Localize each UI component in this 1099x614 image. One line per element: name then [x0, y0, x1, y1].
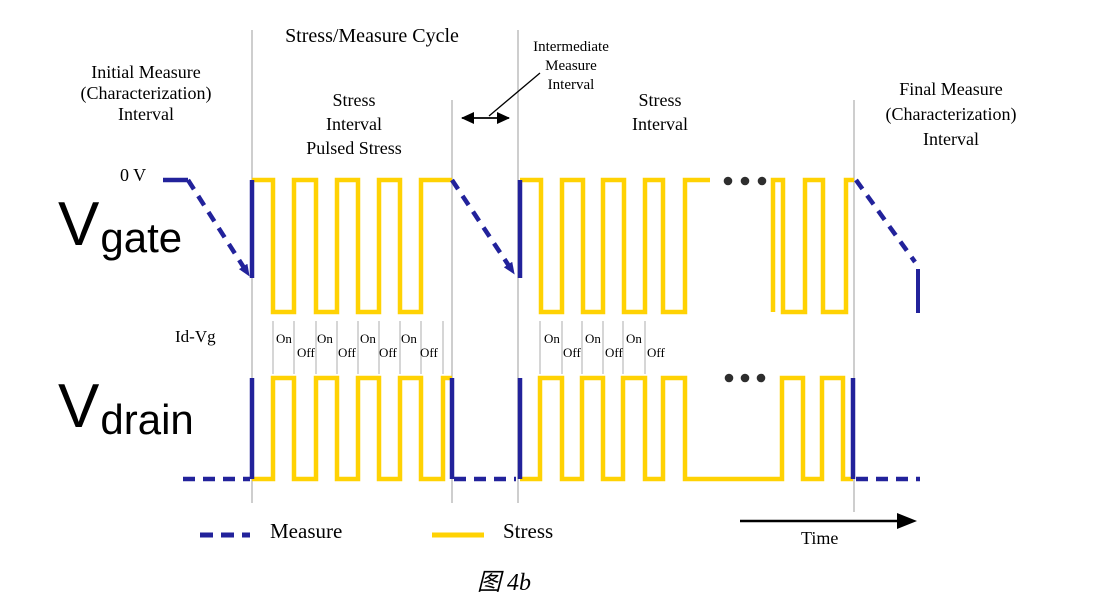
- intermediate-measure-line2: Measure: [545, 58, 597, 74]
- intermediate-measure-heading: Intermediate Measure Interval: [513, 38, 629, 95]
- on-label: On: [585, 331, 601, 346]
- intermediate-measure-arrow: [461, 72, 541, 124]
- initial-measure-heading: Initial Measure (Characterization) Inter…: [46, 62, 246, 125]
- legend-measure-label: Measure: [270, 519, 343, 543]
- initial-measure-line2: (Characterization): [80, 83, 212, 103]
- on-label: On: [544, 331, 560, 346]
- initial-measure-line1: Initial Measure: [91, 62, 201, 82]
- off-label: Off: [605, 345, 623, 360]
- on-label: On: [360, 331, 376, 346]
- vdrain-label: Vdrain: [58, 376, 194, 444]
- vdrain-label-sub: drain: [100, 396, 194, 443]
- vgate-waveform: [163, 176, 920, 315]
- stress-interval-1-line1: Stress: [332, 90, 376, 110]
- intermediate-measure-line3: Interval: [547, 77, 595, 93]
- cycle-title: Stress/Measure Cycle: [285, 25, 459, 47]
- figure-caption: 图 4b: [477, 570, 531, 596]
- intermediate-measure-line1: Intermediate: [533, 39, 609, 55]
- legend-stress-label: Stress: [503, 519, 554, 543]
- off-label: Off: [379, 345, 397, 360]
- vdrain-label-main: V: [58, 372, 100, 441]
- final-measure-line1: Final Measure: [899, 79, 1003, 99]
- on-off-tick-lines: [272, 321, 646, 374]
- stress-interval-2-line1: Stress: [638, 90, 682, 110]
- time-label: Time: [801, 528, 839, 548]
- stress-interval-2-heading: Stress Interval: [560, 88, 760, 136]
- stress-interval-1-line2: Interval: [326, 114, 382, 134]
- vgate-label-sub: gate: [100, 214, 183, 261]
- zero-volts-label: 0 V: [120, 165, 147, 185]
- stress-interval-1-heading: Stress Interval Pulsed Stress: [254, 88, 454, 160]
- on-label: On: [401, 331, 417, 346]
- off-label: Off: [647, 345, 665, 360]
- initial-measure-line3: Interval: [118, 104, 174, 124]
- on-label: On: [317, 331, 333, 346]
- final-measure-heading: Final Measure (Characterization) Interva…: [851, 77, 1051, 152]
- final-measure-line2: (Characterization): [885, 104, 1017, 124]
- off-label: Off: [297, 345, 315, 360]
- final-measure-line3: Interval: [923, 129, 979, 149]
- id-vg-label: Id-Vg: [175, 327, 216, 346]
- stress-interval-2-line2: Interval: [632, 114, 688, 134]
- vdrain-waveform: [183, 373, 920, 482]
- off-label: Off: [338, 345, 356, 360]
- on-label: On: [626, 331, 642, 346]
- on-label: On: [276, 331, 292, 346]
- off-label: Off: [563, 345, 581, 360]
- off-label: Off: [420, 345, 438, 360]
- vgate-label-main: V: [58, 190, 100, 259]
- stress-interval-1-line3: Pulsed Stress: [306, 138, 402, 158]
- vgate-label: Vgate: [58, 194, 183, 262]
